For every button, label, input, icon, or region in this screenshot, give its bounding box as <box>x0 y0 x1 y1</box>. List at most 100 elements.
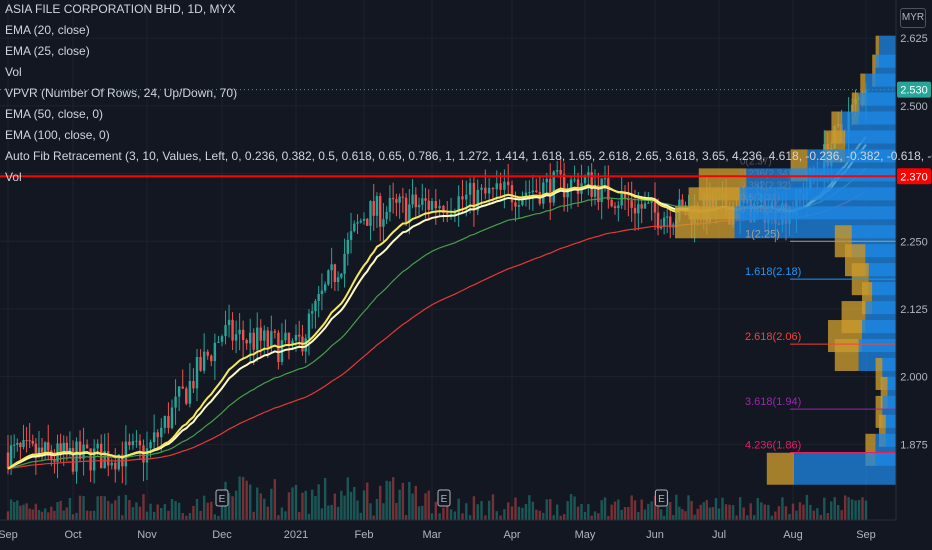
candle-body <box>314 300 317 312</box>
volume-bar <box>630 495 633 520</box>
candle-body <box>623 192 627 199</box>
vpvr-down-bar <box>865 433 876 466</box>
candle-body <box>656 212 660 229</box>
volume-bar <box>442 507 445 520</box>
volume-bar <box>613 501 617 520</box>
indicator-ema20[interactable]: EMA (20, close) <box>5 23 90 37</box>
candle-body <box>170 407 174 429</box>
vpvr-up-bar <box>887 376 896 409</box>
volume-bar <box>234 490 238 520</box>
volume-bar <box>802 504 805 520</box>
candle-body <box>213 342 217 362</box>
volume-bar <box>480 500 483 520</box>
volume-bar <box>62 510 65 520</box>
candle-body <box>468 182 472 195</box>
volume-bar <box>287 492 291 520</box>
volume-bar <box>538 510 542 520</box>
volume-bar <box>359 512 362 520</box>
earnings-icon <box>654 489 668 507</box>
volume-bar <box>531 501 535 520</box>
x-axis-ticks: Sep Oct Nov Dec 2021 Feb Mar Apr May Jun Jul Aug Sep <box>0 529 876 541</box>
volume-bar <box>708 507 712 520</box>
volume-bar <box>788 513 791 520</box>
candle-body <box>62 442 65 453</box>
y-tick-label: 2.250 <box>900 236 928 248</box>
volume-bar <box>510 506 514 520</box>
candle-body <box>514 202 517 207</box>
indicator-auto-fib[interactable]: Auto Fib Retracement (3, 10, Values, Lef… <box>5 149 932 163</box>
volume-bar <box>446 505 449 520</box>
volume-bar <box>840 510 843 520</box>
vpvr-up-bar <box>794 452 896 485</box>
candle-body <box>382 219 385 227</box>
candle-body <box>195 357 199 389</box>
candle-body <box>248 332 252 344</box>
vpvr-down-bar <box>860 73 866 106</box>
candle-body <box>22 440 25 448</box>
volume-bar <box>263 498 266 520</box>
candle-body <box>304 338 307 352</box>
volume-bar <box>317 484 320 520</box>
candle-body <box>330 264 333 271</box>
indicator-ema25[interactable]: EMA (25, close) <box>5 44 90 58</box>
candle-body <box>199 357 202 371</box>
candle-body <box>495 183 498 190</box>
volume-bar <box>468 515 472 520</box>
candle-body <box>647 202 650 204</box>
candle-body <box>238 329 241 335</box>
volume-bar <box>756 497 759 520</box>
volume-bar <box>620 509 623 520</box>
indicator-ema50[interactable]: EMA (50, close, 0) <box>5 107 104 121</box>
candle-body <box>12 444 16 446</box>
candle-body <box>43 442 47 454</box>
candle-body <box>99 443 103 469</box>
candle-body <box>25 440 28 442</box>
volume-bar <box>491 494 495 520</box>
currency-label[interactable]: MYR <box>900 8 926 28</box>
candle-body <box>395 199 398 203</box>
volume-bar <box>385 480 388 520</box>
candle-body <box>53 459 56 462</box>
volume-bar <box>336 506 340 520</box>
volume-bar <box>580 503 583 520</box>
volume-bar <box>388 481 392 520</box>
volume-bar <box>53 510 56 520</box>
candle-body <box>362 218 366 221</box>
volume-bar <box>461 513 464 520</box>
x-tick-label: 2021 <box>284 529 308 541</box>
candle-body <box>284 332 287 341</box>
volume-bar <box>135 502 138 520</box>
y-tick-label: 2.125 <box>900 304 928 316</box>
volume-bar <box>503 509 506 520</box>
candle-body <box>307 313 311 339</box>
candle-body <box>404 197 408 223</box>
indicator-vpvr[interactable]: VPVR (Number Of Rows, 24, Up/Down, 70) <box>5 86 238 100</box>
indicator-vol-2[interactable]: Vol <box>5 170 22 184</box>
fib-label-faint: 0.236(2.34) <box>740 168 791 179</box>
volume-bar <box>731 505 735 520</box>
candle-body <box>637 204 640 214</box>
volume-bar <box>702 502 705 520</box>
volume-bar <box>749 503 752 520</box>
indicator-ema100[interactable]: EMA (100, close, 0) <box>5 128 110 142</box>
candle-body <box>167 415 170 429</box>
volume-bar <box>495 511 498 520</box>
y-tick-label: 1.875 <box>900 439 928 451</box>
volume-bar <box>457 498 460 520</box>
volume-bar <box>395 503 398 520</box>
volume-bar <box>333 493 337 520</box>
volume-bar <box>160 508 163 520</box>
candle-body <box>346 239 350 254</box>
candle-body <box>366 218 369 226</box>
volume-bar <box>220 495 224 520</box>
candle-body <box>453 212 457 214</box>
candle-body <box>524 192 528 197</box>
candle-body <box>59 443 62 453</box>
volume-bar <box>669 502 672 520</box>
volume-bar <box>320 508 324 520</box>
symbol-title[interactable]: ASIA FILE CORPORATION BHD, 1D, MYX <box>5 2 236 16</box>
vpvr-down-bar <box>834 339 859 371</box>
volume-bar <box>823 497 826 520</box>
indicator-vol[interactable]: Vol <box>5 65 22 79</box>
